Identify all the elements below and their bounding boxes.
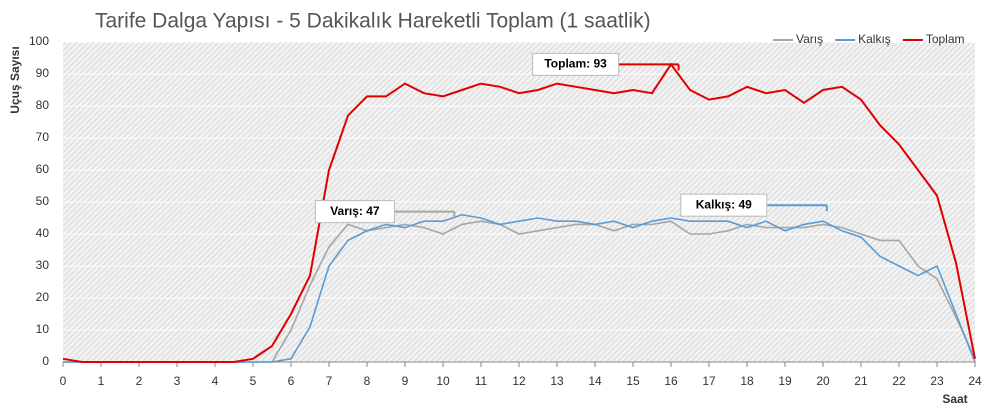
y-tick-label: 100: [29, 34, 49, 48]
y-tick-label: 70: [36, 130, 50, 144]
x-tick-label: 11: [475, 374, 488, 388]
x-tick-label: 18: [740, 374, 754, 388]
chart-title: Tarife Dalga Yapısı - 5 Dakikalık Hareke…: [95, 10, 651, 33]
x-tick-label: 4: [212, 374, 219, 388]
y-tick-label: 60: [36, 162, 50, 176]
x-tick-label: 23: [930, 374, 944, 388]
x-tick-label: 15: [626, 374, 640, 388]
x-axis-label: Saat: [942, 392, 967, 406]
y-tick-label: 50: [36, 194, 50, 208]
x-tick-label: 24: [968, 374, 982, 388]
x-tick-label: 5: [250, 374, 257, 388]
x-tick-label: 10: [436, 374, 450, 388]
x-tick-label: 13: [550, 374, 564, 388]
y-tick-label: 90: [36, 66, 50, 80]
x-tick-label: 3: [174, 374, 181, 388]
legend-label: Varış: [796, 32, 823, 46]
y-axis-label: Uçuş Sayısı: [8, 46, 22, 113]
y-tick-label: 30: [36, 258, 50, 272]
annotation-box: [532, 52, 620, 76]
x-tick-label: 21: [854, 374, 868, 388]
annotation-box: [314, 200, 395, 224]
x-tick-label: 14: [588, 374, 602, 388]
x-tick-label: 2: [136, 374, 143, 388]
y-tick-label: 40: [36, 226, 50, 240]
x-tick-label: 1: [98, 374, 105, 388]
y-tick-label: 10: [36, 322, 50, 336]
y-tick-label: 0: [42, 354, 49, 368]
x-tick-label: 6: [288, 374, 295, 388]
x-tick-label: 22: [892, 374, 906, 388]
x-tick-label: 8: [364, 374, 371, 388]
x-tick-label: 9: [402, 374, 409, 388]
x-tick-label: 0: [60, 374, 67, 388]
x-tick-label: 12: [512, 374, 526, 388]
legend-label: Kalkış: [858, 32, 891, 46]
annotation-box: [680, 193, 768, 217]
y-tick-label: 20: [36, 290, 50, 304]
x-tick-label: 20: [816, 374, 830, 388]
legend-label: Toplam: [926, 32, 965, 46]
annotation-label: Toplam: 93: [544, 57, 607, 71]
series-line: [62, 62, 976, 363]
x-tick-label: 7: [326, 374, 333, 388]
x-tick-label: 16: [664, 374, 678, 388]
annotation-label: Varış: 47: [330, 204, 380, 218]
x-tick-label: 17: [702, 374, 716, 388]
x-tick-label: 19: [778, 374, 792, 388]
y-tick-label: 80: [36, 98, 50, 112]
annotation-label: Kalkış: 49: [696, 197, 752, 211]
